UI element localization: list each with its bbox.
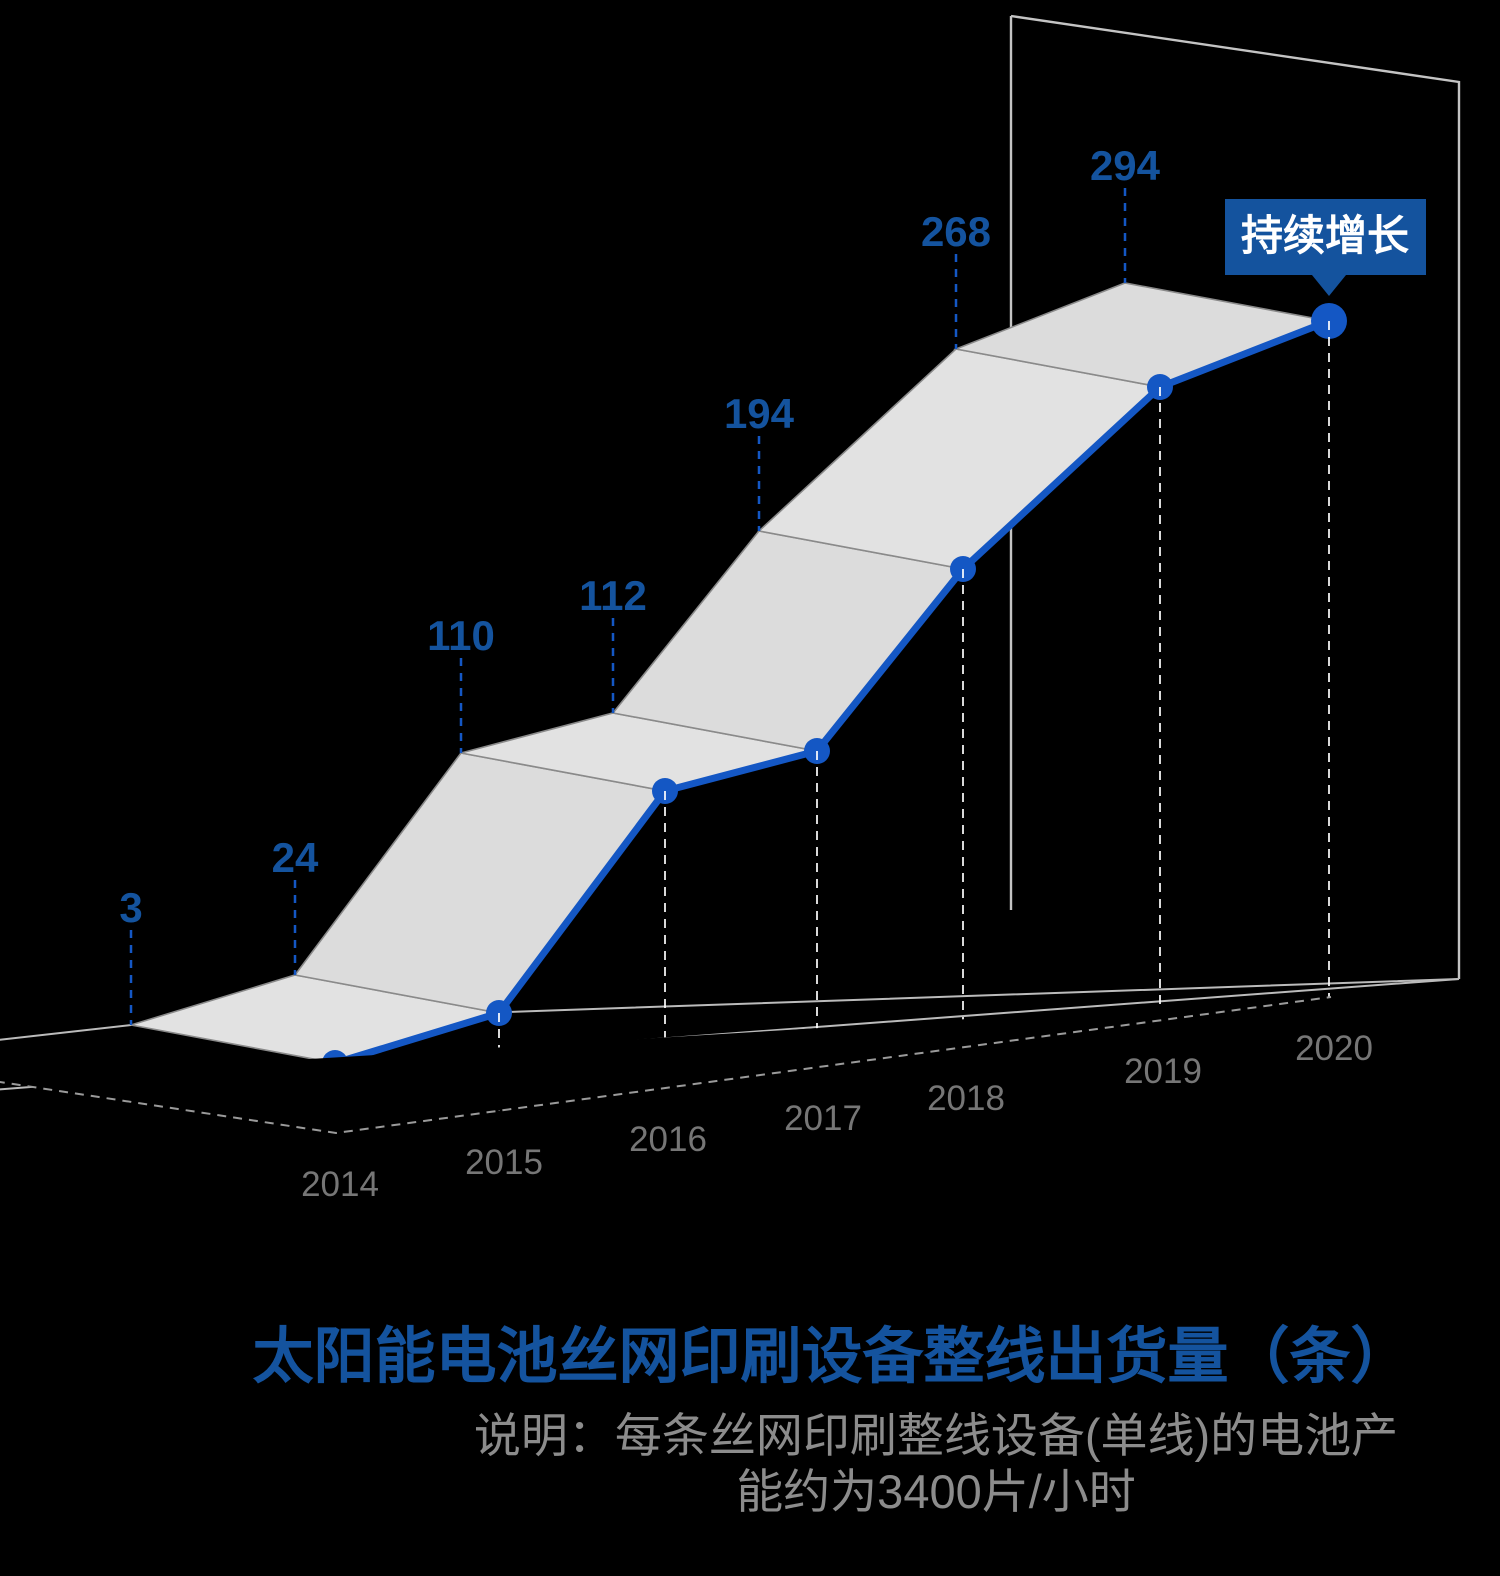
svg-text:268: 268 [921,208,991,255]
svg-text:112: 112 [579,572,647,619]
svg-text:24: 24 [272,834,319,881]
svg-text:2016: 2016 [629,1120,707,1159]
svg-text:2018: 2018 [927,1079,1005,1118]
svg-text:2019: 2019 [1124,1052,1202,1091]
svg-text:能约为3400片/小时: 能约为3400片/小时 [736,1465,1136,1518]
svg-text:2015: 2015 [465,1143,543,1182]
svg-text:太阳能电池丝网印刷设备整线出货量（条）: 太阳能电池丝网印刷设备整线出货量（条） [252,1322,1411,1390]
svg-text:194: 194 [724,390,795,437]
svg-text:110: 110 [427,612,495,659]
svg-text:294: 294 [1090,142,1161,189]
svg-text:2014: 2014 [301,1165,379,1204]
svg-text:说明：每条丝网印刷整线设备(单线)的电池产: 说明：每条丝网印刷整线设备(单线)的电池产 [474,1409,1398,1462]
svg-text:持续增长: 持续增长 [1241,212,1409,259]
svg-text:2017: 2017 [784,1099,862,1138]
svg-text:3: 3 [119,884,142,931]
svg-text:2020: 2020 [1295,1029,1373,1068]
